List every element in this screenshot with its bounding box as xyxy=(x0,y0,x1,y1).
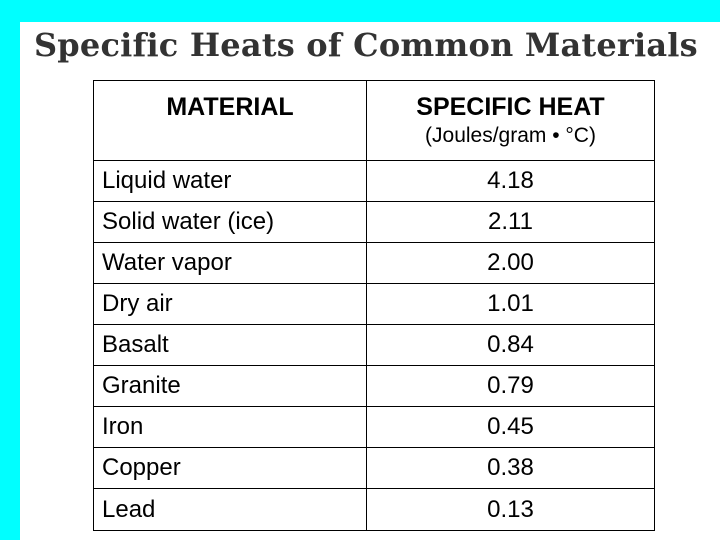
material-cell: Basalt xyxy=(93,324,367,366)
table-row: Solid water (ice) 2.11 xyxy=(93,201,655,243)
material-cell: Iron xyxy=(93,406,367,448)
specific-heat-cell: 0.84 xyxy=(366,324,655,366)
material-cell: Water vapor xyxy=(93,242,367,284)
header-specific-heat: SPECIFIC HEAT (Joules/gram • °C) xyxy=(366,80,655,161)
table-row: Dry air 1.01 xyxy=(93,283,655,325)
page-title: Specific Heats of Common Materials xyxy=(34,26,698,64)
material-cell: Solid water (ice) xyxy=(93,201,367,243)
table-row: Iron 0.45 xyxy=(93,406,655,448)
table-row: Lead 0.13 xyxy=(93,488,655,531)
specific-heat-cell: 2.11 xyxy=(366,201,655,243)
table-row: Liquid water 4.18 xyxy=(93,160,655,202)
table-row: Basalt 0.84 xyxy=(93,324,655,366)
material-cell: Dry air xyxy=(93,283,367,325)
table-row: Copper 0.38 xyxy=(93,447,655,489)
specific-heat-cell: 4.18 xyxy=(366,160,655,202)
specific-heat-cell: 0.79 xyxy=(366,365,655,407)
material-cell: Liquid water xyxy=(93,160,367,202)
header-specific-heat-label: SPECIFIC HEAT xyxy=(416,93,605,121)
specific-heat-cell: 0.38 xyxy=(366,447,655,489)
table-row: Water vapor 2.00 xyxy=(93,242,655,284)
specific-heat-cell: 2.00 xyxy=(366,242,655,284)
content-panel: Specific Heats of Common Materials MATER… xyxy=(20,22,720,540)
specific-heat-cell: 0.13 xyxy=(366,488,655,531)
material-cell: Copper xyxy=(93,447,367,489)
header-unit: (Joules/gram • °C) xyxy=(425,124,596,147)
material-cell: Lead xyxy=(93,488,367,531)
table-header-row: MATERIAL SPECIFIC HEAT (Joules/gram • °C… xyxy=(93,80,655,161)
specific-heat-cell: 1.01 xyxy=(366,283,655,325)
header-material: MATERIAL xyxy=(93,80,367,161)
specific-heat-cell: 0.45 xyxy=(366,406,655,448)
material-cell: Granite xyxy=(93,365,367,407)
table-row: Granite 0.79 xyxy=(93,365,655,407)
specific-heat-table: MATERIAL SPECIFIC HEAT (Joules/gram • °C… xyxy=(93,80,655,531)
